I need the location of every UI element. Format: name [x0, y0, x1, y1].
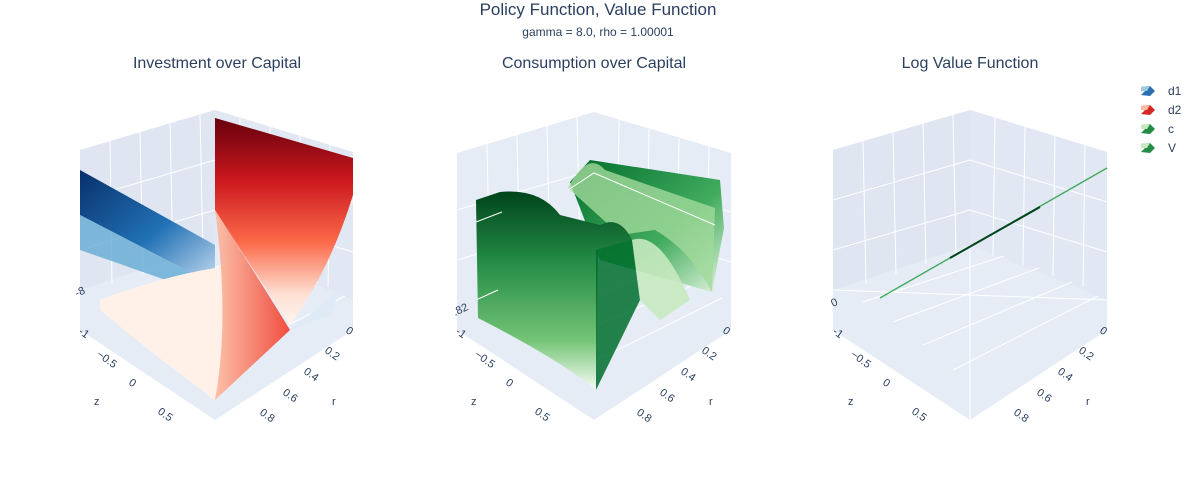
scene-investment: -8 -1 −0.5 0 0.5 z 0 0.2 0.4 0.6 0.8 r [73, 110, 355, 425]
figure-title: Policy Function, Value Function [479, 0, 717, 19]
legend-item-V[interactable]: V [1140, 138, 1181, 157]
surface-c[interactable] [475, 160, 724, 390]
y-tick: 0.8 [634, 407, 653, 426]
x-tick: 0 [880, 377, 892, 390]
y-tick: 0 [1097, 325, 1109, 338]
legend-item-d1[interactable]: d1 [1140, 81, 1181, 100]
legend: d1 d2 c V [1140, 81, 1181, 157]
panel-title-consumption: Consumption over Capital [501, 55, 687, 72]
scene-consumption: .82 -1 −0.5 0 0.5 z 0 0.2 0.4 0.6 0.8 r [451, 112, 732, 425]
y-tick: 0.6 [1034, 387, 1053, 406]
surface-d2[interactable] [100, 118, 353, 400]
legend-label: c [1168, 121, 1174, 136]
y-tick: 0 [343, 325, 355, 338]
y-tick: 0.8 [257, 407, 276, 426]
panel-title-value: Log Value Function [901, 55, 1039, 72]
x-tick: 0 [126, 377, 138, 390]
scene-value-box [832, 110, 1108, 420]
z-tick: 0 [829, 296, 840, 309]
x-tick: 0.5 [909, 406, 928, 425]
y-tick: 0.4 [678, 366, 697, 385]
surface-V[interactable] [879, 167, 1108, 299]
x-tick: 0.5 [532, 406, 551, 425]
legend-swatch-V [1141, 142, 1155, 153]
y-tick: 0 [720, 325, 732, 338]
y-tick: 0.4 [1055, 366, 1074, 385]
y-axis-title: r [709, 396, 713, 408]
x-tick: 0 [503, 377, 515, 390]
y-tick: 0.6 [280, 387, 299, 406]
x-axis-title: z [848, 396, 854, 408]
legend-item-c[interactable]: c [1140, 119, 1181, 138]
x-tick: 0.5 [155, 406, 174, 425]
y-tick: 0.4 [301, 366, 320, 385]
x-axis-title: z [94, 396, 100, 408]
y-axis-title: r [332, 396, 336, 408]
y-tick: 0.6 [657, 387, 676, 406]
legend-swatch-d2 [1141, 104, 1155, 115]
scene-value: 0 -1 −0.5 0 0.5 z 0 0.2 0.4 0.6 0.8 r [829, 110, 1109, 425]
legend-label: d2 [1168, 102, 1182, 117]
z-tick: -8 [73, 285, 87, 300]
legend-swatch-d1 [1141, 85, 1155, 96]
panel-title-investment: Investment over Capital [132, 55, 302, 72]
figure-subtitle: gamma = 8.0, rho = 1.00001 [522, 25, 674, 39]
y-tick: 0.8 [1011, 407, 1030, 426]
legend-label: d1 [1168, 83, 1182, 98]
legend-swatch-c [1141, 123, 1155, 134]
legend-label: V [1168, 140, 1177, 155]
legend-item-d2[interactable]: d2 [1140, 100, 1181, 119]
y-axis-title: r [1086, 396, 1090, 408]
z-tick: .82 [451, 301, 470, 318]
x-axis-title: z [471, 396, 477, 408]
